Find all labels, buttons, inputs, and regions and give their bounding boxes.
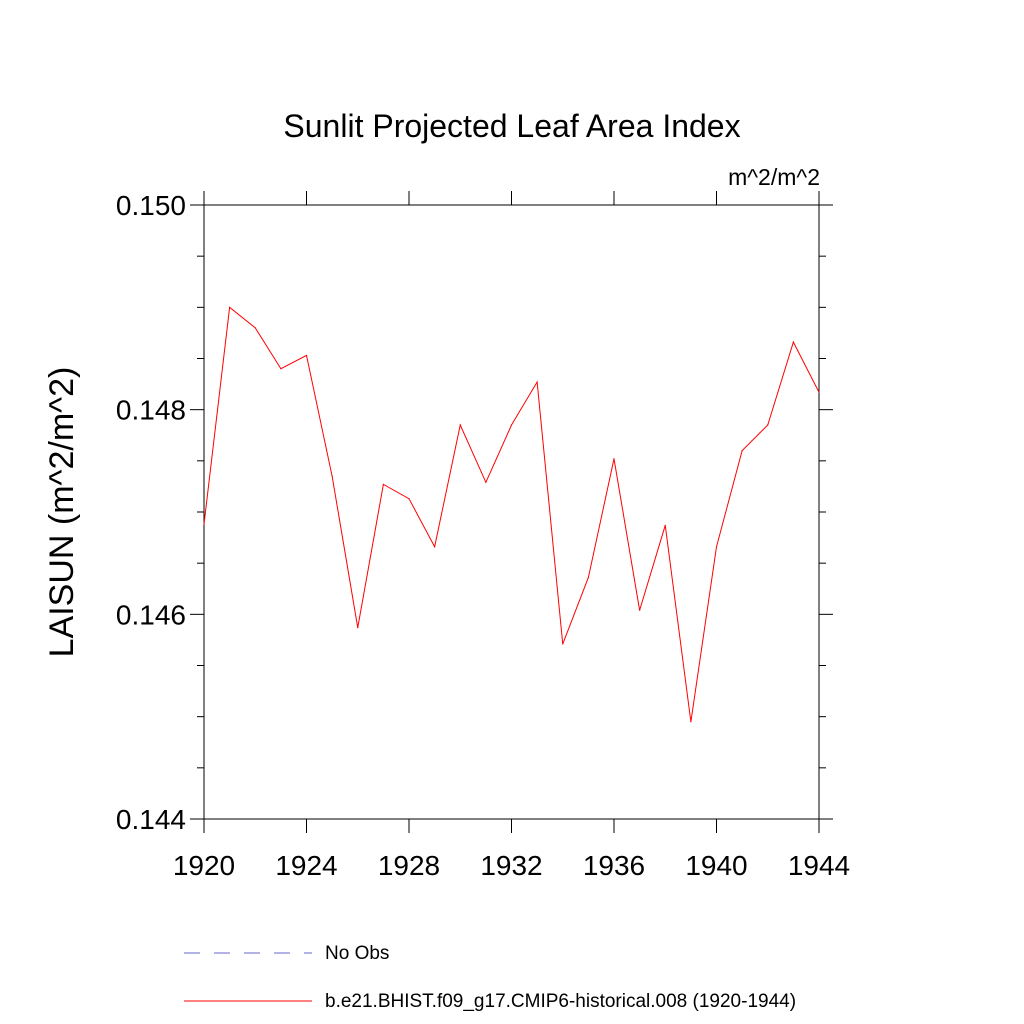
y-axis-tick-labels: 0.144 0.146 0.148 0.150 [116, 190, 186, 835]
data-point [664, 524, 666, 526]
data-point [229, 306, 231, 308]
data-point [613, 458, 615, 460]
series-layer [203, 306, 820, 723]
y-tick-label: 0.144 [116, 804, 186, 835]
data-point [639, 609, 641, 611]
x-tick-label: 1920 [173, 850, 235, 881]
data-point [485, 481, 487, 483]
data-point [280, 368, 282, 370]
x-tick-label: 1932 [480, 850, 542, 881]
y-axis-ticks [190, 204, 833, 820]
data-point [562, 643, 564, 645]
series-line [203, 306, 820, 722]
data-point [331, 475, 333, 477]
data-point [459, 424, 461, 426]
data-point [254, 327, 256, 329]
y-tick-label: 0.150 [116, 190, 186, 221]
x-tick-label: 1944 [788, 850, 850, 881]
data-point [792, 341, 794, 343]
data-point [818, 391, 820, 393]
data-point [408, 498, 410, 500]
y-axis-label: LAISUN (m^2/m^2) [43, 367, 81, 658]
data-point [767, 424, 769, 426]
data-point [741, 450, 743, 452]
chart-title: Sunlit Projected Leaf Area Index [283, 108, 740, 144]
data-point [715, 546, 718, 548]
data-point [536, 381, 538, 383]
data-point [510, 424, 513, 426]
data-point [690, 721, 692, 723]
legend: No Obs b.e21.BHIST.f09_g17.CMIP6-histori… [184, 943, 796, 1012]
x-tick-label: 1940 [685, 850, 747, 881]
data-point [203, 523, 205, 525]
y-tick-label: 0.146 [116, 599, 186, 630]
x-tick-label: 1936 [583, 850, 645, 881]
data-point [305, 354, 308, 357]
x-axis-tick-labels: 1920 1924 1928 1932 1936 1940 1944 [173, 850, 850, 881]
x-axis-ticks [203, 191, 820, 833]
legend-no-obs-label: No Obs [325, 943, 389, 964]
plot-frame [203, 204, 820, 820]
data-point [587, 576, 589, 579]
x-tick-label: 1924 [275, 850, 337, 881]
data-point [434, 546, 436, 548]
data-point [357, 627, 359, 629]
y-tick-label: 0.148 [116, 395, 186, 426]
units-label: m^2/m^2 [728, 164, 820, 190]
data-point [382, 483, 384, 485]
legend-model-label: b.e21.BHIST.f09_g17.CMIP6-historical.008… [325, 991, 796, 1012]
x-tick-label: 1928 [378, 850, 440, 881]
